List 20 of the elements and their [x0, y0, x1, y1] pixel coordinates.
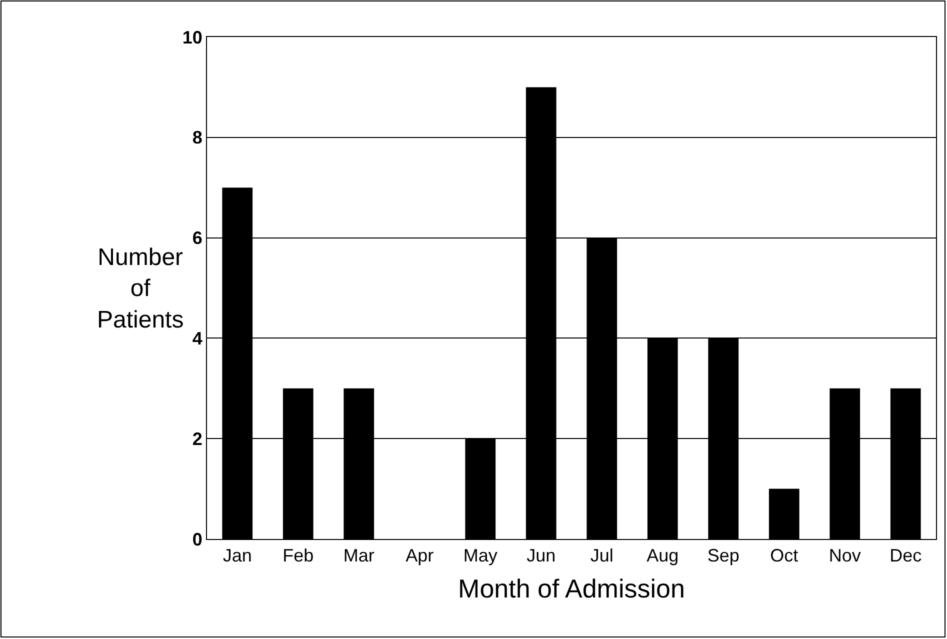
x-tick-label: Jul [590, 546, 614, 566]
x-tick-label: Jan [222, 546, 252, 566]
x-tick-label: Mar [343, 546, 374, 566]
y-tick-label: 0 [192, 529, 202, 550]
y-tick-label: 4 [192, 328, 202, 348]
x-tick-label: Apr [406, 546, 434, 566]
y-tick-label: 8 [192, 128, 202, 148]
x-tick-label: Dec [890, 546, 922, 566]
x-tick-label: May [463, 546, 498, 566]
y-tick-label: 2 [192, 428, 202, 449]
y-axis-title: Number of Patients [97, 244, 184, 334]
x-axis-title: Month of Admission [458, 573, 685, 604]
x-tick-label: Feb [282, 546, 314, 566]
x-tick-label: Aug [646, 546, 679, 566]
y-tick-label: 6 [192, 228, 202, 248]
x-tick-label: Nov [828, 546, 861, 566]
x-tick-label: Oct [770, 546, 798, 566]
y-tick-label: 10 [182, 27, 202, 48]
x-tick-label: Sep [707, 546, 740, 566]
x-tick-label: Jun [526, 546, 556, 566]
